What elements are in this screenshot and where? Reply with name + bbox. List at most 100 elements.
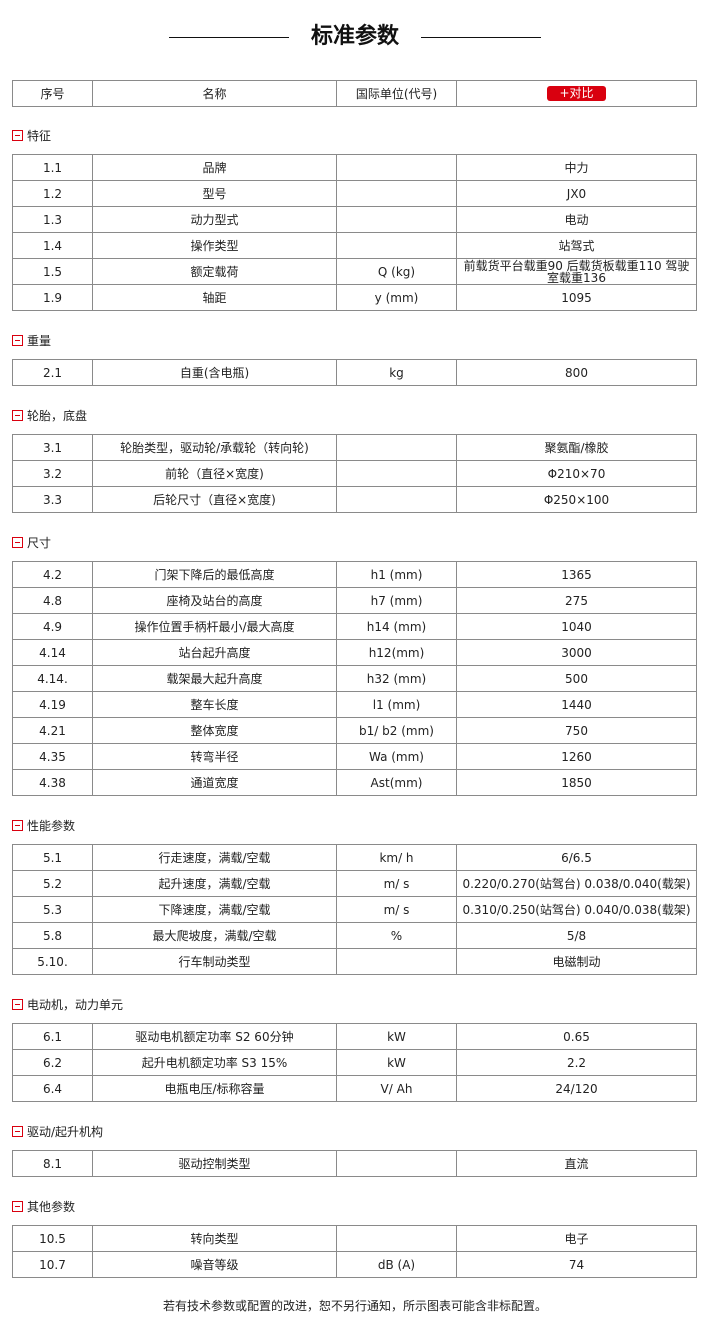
cell-name: 操作类型: [92, 232, 337, 259]
cell-unit: [336, 180, 457, 207]
section-title[interactable]: 电动机，动力单元: [12, 995, 710, 1015]
cell-name: 动力型式: [92, 206, 337, 233]
section-title[interactable]: 尺寸: [12, 533, 710, 553]
table-row: 3.1 轮胎类型，驱动轮/承载轮（转向轮) 聚氨酯/橡胶: [12, 434, 697, 461]
cell-unit: [336, 434, 457, 461]
cell-name: 起升电机额定功率 S3 15%: [92, 1049, 337, 1076]
section-title[interactable]: 重量: [12, 331, 710, 351]
table-row: 10.5 转向类型 电子: [12, 1225, 697, 1252]
cell-value: 1850: [456, 769, 697, 796]
collapse-icon[interactable]: [12, 537, 23, 548]
collapse-icon[interactable]: [12, 410, 23, 421]
table-row: 4.14 站台起升高度 h12(mm) 3000: [12, 639, 697, 666]
cell-no: 5.3: [12, 896, 93, 923]
cell-no: 4.35: [12, 743, 93, 770]
section-title-text: 驱动/起升机构: [27, 1125, 104, 1139]
compare-button[interactable]: +对比: [547, 86, 606, 101]
cell-name: 驱动电机额定功率 S2 60分钟: [92, 1023, 337, 1050]
section-title[interactable]: 驱动/起升机构: [12, 1122, 710, 1142]
spec-table: 2.1 自重(含电瓶) kg 800: [12, 359, 697, 386]
cell-value: 站驾式: [456, 232, 697, 259]
section-5: 性能参数 5.1 行走速度，满载/空载 km/ h 6/6.5 5.2 起升速度，满载/空载…: [0, 816, 710, 975]
cell-name: 载架最大起升高度: [92, 665, 337, 692]
table-row: 4.2 门架下降后的最低高度 h1 (mm) 1365: [12, 561, 697, 588]
cell-value: 直流: [456, 1150, 697, 1177]
cell-unit: [336, 154, 457, 181]
cell-name: 转向类型: [92, 1225, 337, 1252]
cell-unit: Wa (mm): [336, 743, 457, 770]
collapse-icon[interactable]: [12, 999, 23, 1010]
section-title-text: 轮胎，底盘: [27, 409, 88, 423]
cell-value: Φ210×70: [456, 460, 697, 487]
cell-no: 4.9: [12, 613, 93, 640]
cell-no: 1.2: [12, 180, 93, 207]
cell-unit: V/ Ah: [336, 1075, 457, 1102]
table-row: 4.35 转弯半径 Wa (mm) 1260: [12, 743, 697, 770]
collapse-icon[interactable]: [12, 1201, 23, 1212]
section-title[interactable]: 其他参数: [12, 1197, 710, 1217]
section-title-text: 其他参数: [27, 1200, 76, 1214]
cell-no: 6.4: [12, 1075, 93, 1102]
cell-name: 整车长度: [92, 691, 337, 718]
table-row: 5.10. 行车制动类型 电磁制动: [12, 948, 697, 975]
spec-table: 8.1 驱动控制类型 直流: [12, 1150, 697, 1177]
section-title-text: 重量: [27, 334, 52, 348]
cell-unit: y (mm): [336, 284, 457, 311]
cell-unit: h1 (mm): [336, 561, 457, 588]
cell-value: 3000: [456, 639, 697, 666]
cell-unit: [336, 486, 457, 513]
cell-unit: h12(mm): [336, 639, 457, 666]
cell-name: 额定载荷: [92, 258, 337, 285]
cell-value: 6/6.5: [456, 844, 697, 871]
table-row: 6.1 驱动电机额定功率 S2 60分钟 kW 0.65: [12, 1023, 697, 1050]
section-title[interactable]: 轮胎，底盘: [12, 406, 710, 426]
table-row: 2.1 自重(含电瓶) kg 800: [12, 359, 697, 386]
section-title-text: 性能参数: [27, 819, 76, 833]
cell-unit: b1/ b2 (mm): [336, 717, 457, 744]
cell-no: 6.1: [12, 1023, 93, 1050]
cell-name: 型号: [92, 180, 337, 207]
section-title[interactable]: 特征: [12, 126, 710, 146]
sections: 特征 1.1 品牌 中力 1.2 型号 JX0 1.3 动力型式 电动 1.4 操作类型 站驾式 1.5 额…: [0, 126, 710, 1278]
cell-value: 前载货平台载重90 后载货板载重110 驾驶室载重136: [456, 258, 697, 285]
cell-value: 2.2: [456, 1049, 697, 1076]
cell-no: 10.5: [12, 1225, 93, 1252]
cell-value: 中力: [456, 154, 697, 181]
cell-name: 下降速度，满载/空载: [92, 896, 337, 923]
section-title[interactable]: 性能参数: [12, 816, 710, 836]
collapse-icon[interactable]: [12, 130, 23, 141]
cell-value: 1040: [456, 613, 697, 640]
section-3: 轮胎，底盘 3.1 轮胎类型，驱动轮/承载轮（转向轮) 聚氨酯/橡胶 3.2 前轮（直径×…: [0, 406, 710, 513]
table-row: 4.8 座椅及站台的高度 h7 (mm) 275: [12, 587, 697, 614]
section-2: 重量 2.1 自重(含电瓶) kg 800: [0, 331, 710, 386]
cell-unit: [336, 206, 457, 233]
cell-unit: h32 (mm): [336, 665, 457, 692]
collapse-icon[interactable]: [12, 335, 23, 346]
cell-value: 5/8: [456, 922, 697, 949]
cell-name: 站台起升高度: [92, 639, 337, 666]
cell-name: 驱动控制类型: [92, 1150, 337, 1177]
cell-unit: [336, 232, 457, 259]
table-row: 4.21 整体宽度 b1/ b2 (mm) 750: [12, 717, 697, 744]
table-row: 5.8 最大爬坡度，满载/空载% 5/8: [12, 922, 697, 949]
spec-table: 3.1 轮胎类型，驱动轮/承载轮（转向轮) 聚氨酯/橡胶 3.2 前轮（直径×宽度) Φ2…: [12, 434, 697, 513]
table-row: 4.9 操作位置手柄杆最小/最大高度 h14 (mm) 1040: [12, 613, 697, 640]
table-row: 3.2 前轮（直径×宽度) Φ210×70: [12, 460, 697, 487]
section-title-text: 尺寸: [27, 536, 52, 550]
cell-no: 2.1: [12, 359, 93, 386]
cell-name: 最大爬坡度，满载/空载: [92, 922, 337, 949]
cell-name: 前轮（直径×宽度): [92, 460, 337, 487]
collapse-icon[interactable]: [12, 820, 23, 831]
cell-no: 5.1: [12, 844, 93, 871]
cell-name: 品牌: [92, 154, 337, 181]
cell-no: 4.14.: [12, 665, 93, 692]
table-row: 6.2 起升电机额定功率 S3 15% kW 2.2: [12, 1049, 697, 1076]
spec-table: 6.1 驱动电机额定功率 S2 60分钟 kW 0.65 6.2 起升电机额定功率 S3 …: [12, 1023, 697, 1102]
collapse-icon[interactable]: [12, 1126, 23, 1137]
cell-unit: [336, 1150, 457, 1177]
cell-name: 电瓶电压/标称容量: [92, 1075, 337, 1102]
cell-unit: kg: [336, 359, 457, 386]
section-title-text: 电动机，动力单元: [27, 998, 124, 1012]
cell-name: 轮胎类型，驱动轮/承载轮（转向轮): [92, 434, 337, 461]
table-row: 6.4 电瓶电压/标称容量 V/ Ah 24/120: [12, 1075, 697, 1102]
